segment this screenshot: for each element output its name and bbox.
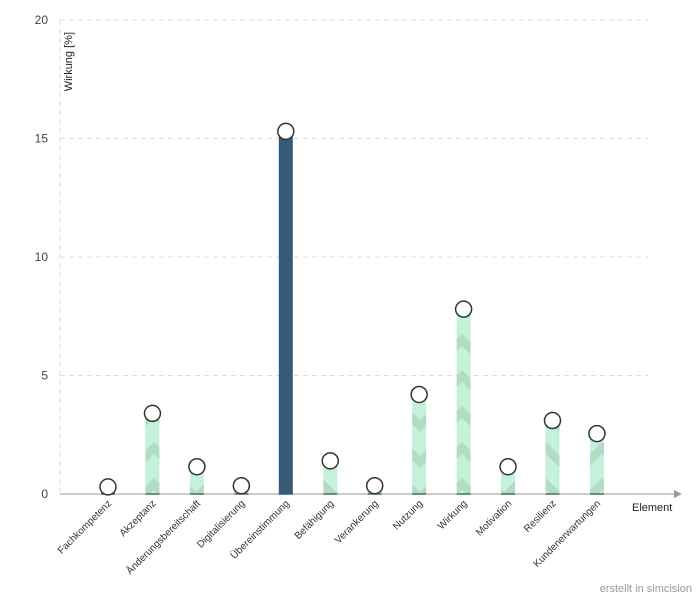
value-marker-kundenerwartungen[interactable] (588, 424, 606, 443)
label-layer: 0 5 10 15 20 Fachkompetenz AkzeptanzÄnderungsb… (35, 13, 603, 577)
bar-akzeptanz[interactable] (145, 413, 160, 494)
x-tick-label: Motivation (474, 498, 514, 538)
y-tick-label: 5 (41, 369, 48, 383)
value-marker-akzeptanz[interactable] (143, 404, 162, 423)
x-tick-label: Wirkung (436, 498, 470, 532)
value-marker-digitalisierung[interactable] (232, 476, 251, 495)
x-tick-label: Änderungsbereitschaft (124, 497, 203, 576)
y-tick-label: 15 (35, 132, 49, 146)
bar-layer (101, 131, 604, 495)
marker-layer (99, 122, 606, 496)
grid-layer (60, 19, 648, 376)
bar-befähigung[interactable] (323, 460, 338, 494)
value-marker-übereinstimmung[interactable] (277, 122, 295, 141)
x-tick-label: Verankerung (333, 498, 381, 546)
credit-text: erstellt in simcision (600, 583, 692, 595)
x-tick-label: Nutzung (391, 498, 425, 532)
x-tick-label: Akzeptanz (118, 498, 159, 539)
value-marker-fachkompetenz[interactable] (99, 478, 117, 496)
bar-übereinstimmung[interactable] (278, 131, 293, 494)
x-tick-label: Fachkompetenz (56, 498, 114, 556)
x-tick-label: Resilienz (522, 498, 558, 534)
x-axis-arrow (674, 490, 682, 498)
bar-resilienz[interactable] (545, 420, 560, 494)
y-tick-label: 20 (35, 13, 49, 27)
bar-kundenerwartungen[interactable] (589, 433, 604, 494)
value-marker-motivation[interactable] (499, 457, 517, 476)
bar-wirkung[interactable] (456, 309, 471, 494)
y-tick-label: 10 (35, 250, 49, 264)
value-marker-resilienz[interactable] (543, 411, 562, 430)
bar-nutzung[interactable] (412, 394, 427, 494)
value-marker-nutzung[interactable] (410, 385, 428, 404)
y-tick-label: 0 (41, 487, 48, 501)
value-marker-befähigung[interactable] (321, 452, 339, 470)
x-tick-label: Befähigung (293, 498, 337, 542)
value-marker-verankerung[interactable] (365, 476, 384, 495)
value-marker-änderungsbereitschaft[interactable] (188, 457, 206, 476)
x-axis-title: Element (632, 502, 672, 514)
value-marker-wirkung[interactable] (454, 300, 473, 318)
y-axis-title: Wirkung [%] (63, 32, 75, 91)
